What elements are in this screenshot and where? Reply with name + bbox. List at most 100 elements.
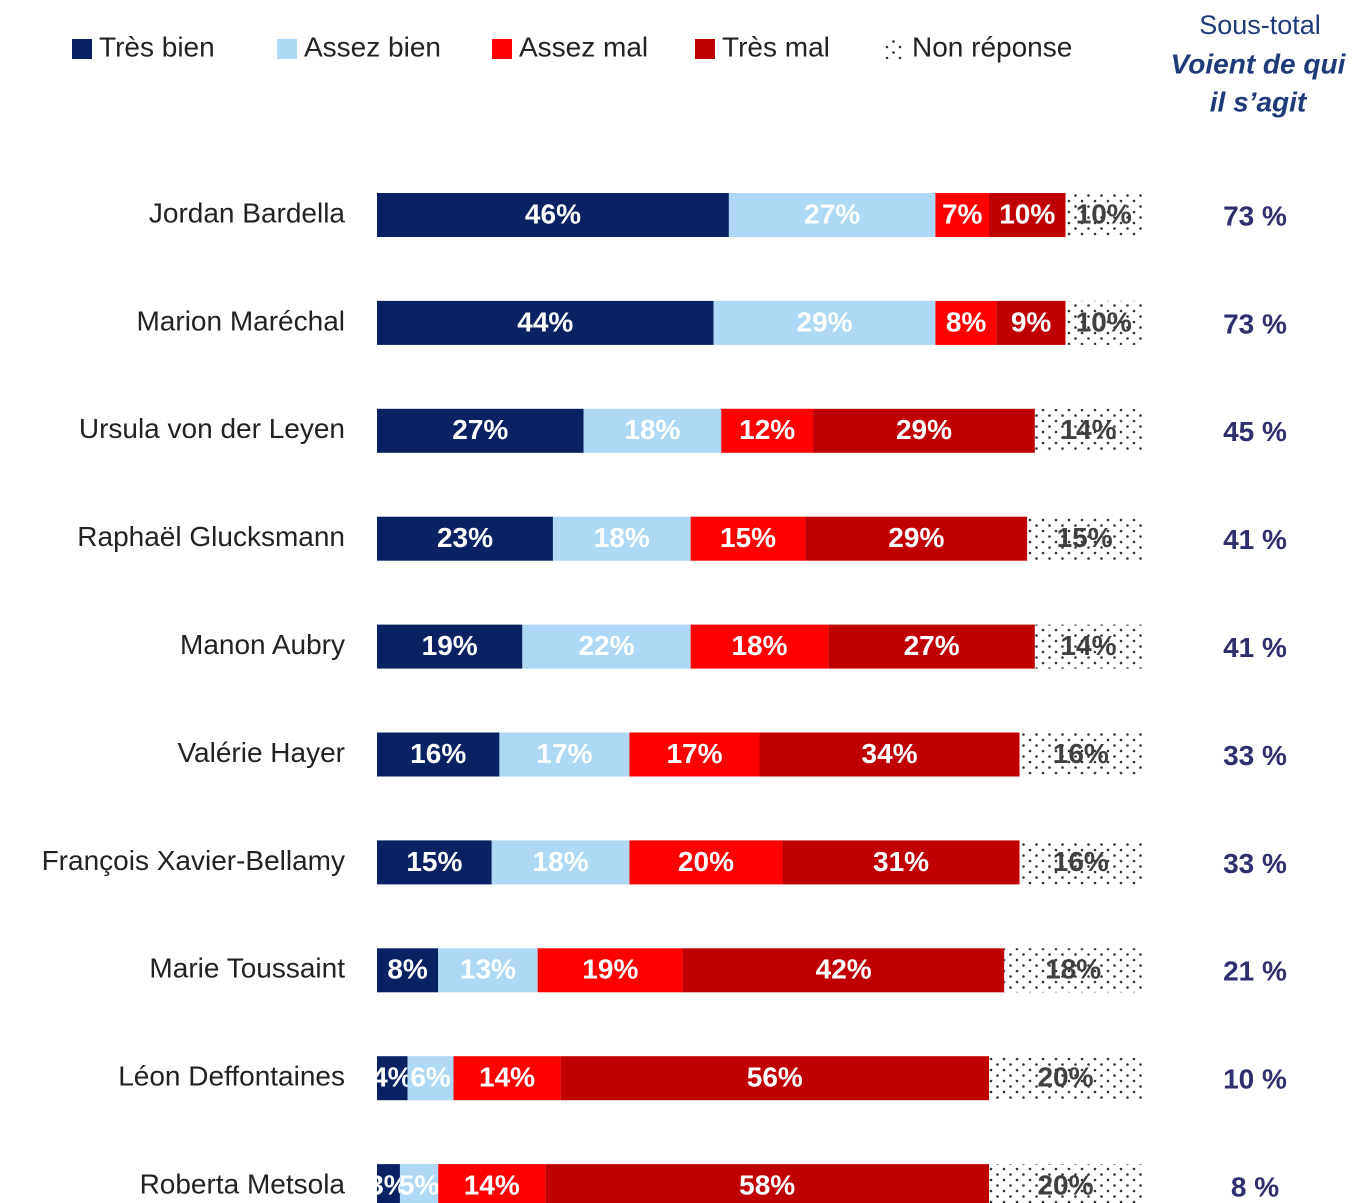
data-label: 58% bbox=[739, 1169, 795, 1200]
legend-label: Assez mal bbox=[519, 31, 648, 62]
data-label: 14% bbox=[479, 1062, 535, 1093]
data-label: 44% bbox=[517, 306, 573, 337]
bar-segment bbox=[721, 408, 814, 453]
data-label: 27% bbox=[904, 630, 960, 661]
bar-segment bbox=[377, 624, 523, 669]
data-label: 16% bbox=[410, 738, 466, 769]
bar-segment bbox=[537, 948, 683, 993]
subtotal-value: 73 % bbox=[1223, 200, 1287, 231]
bar-segment bbox=[377, 732, 500, 777]
bar-segment bbox=[683, 948, 1005, 993]
legend-label: Non réponse bbox=[912, 31, 1072, 62]
category-label: Valérie Hayer bbox=[177, 737, 345, 768]
data-label: 27% bbox=[452, 414, 508, 445]
legend-swatch bbox=[72, 39, 92, 59]
bar-segment bbox=[453, 1056, 561, 1101]
data-label: 42% bbox=[816, 954, 872, 985]
data-label: 18% bbox=[594, 522, 650, 553]
bar-segment bbox=[522, 624, 691, 669]
bar-segment bbox=[560, 1056, 989, 1101]
data-label: 20% bbox=[1037, 1062, 1093, 1093]
data-label: 56% bbox=[747, 1062, 803, 1093]
data-label: 18% bbox=[533, 846, 589, 877]
subtotal-value: 33 % bbox=[1223, 740, 1287, 771]
bar-segment bbox=[491, 840, 630, 885]
data-label: 14% bbox=[1060, 414, 1116, 445]
legend-swatch bbox=[695, 39, 715, 59]
legend-swatch bbox=[277, 39, 297, 59]
category-label: Marie Toussaint bbox=[149, 953, 345, 984]
category-label: Manon Aubry bbox=[180, 629, 345, 660]
bar-segment bbox=[759, 732, 1020, 777]
subtotal-value: 10 % bbox=[1223, 1064, 1287, 1095]
subtotal-value: 41 % bbox=[1223, 524, 1287, 555]
bar-segment bbox=[629, 840, 783, 885]
data-label: 16% bbox=[1053, 738, 1109, 769]
bar-segment bbox=[499, 732, 630, 777]
data-label: 46% bbox=[525, 198, 581, 229]
bar-segment bbox=[1034, 408, 1142, 453]
subtotal-value: 8 % bbox=[1231, 1171, 1279, 1202]
data-label: 10% bbox=[1076, 198, 1132, 229]
bar-segment bbox=[1019, 732, 1142, 777]
data-label: 18% bbox=[624, 414, 680, 445]
category-label: Marion Maréchal bbox=[136, 305, 345, 336]
bar-segment bbox=[828, 624, 1035, 669]
bar-segment bbox=[377, 300, 714, 345]
subtotal-value: 73 % bbox=[1223, 308, 1287, 339]
bar-segment bbox=[1065, 193, 1142, 237]
category-label: Ursula von der Leyen bbox=[79, 413, 345, 444]
bar-segment bbox=[552, 516, 691, 561]
data-label: 20% bbox=[1037, 1169, 1093, 1200]
subtotal-value: 21 % bbox=[1223, 956, 1287, 987]
bar-segment bbox=[545, 1164, 989, 1203]
bar-segment bbox=[989, 193, 1066, 237]
bar-segment bbox=[438, 1164, 546, 1203]
bar-segment bbox=[713, 300, 936, 345]
data-label: 6% bbox=[410, 1062, 451, 1093]
category-label: François Xavier-Bellamy bbox=[42, 845, 345, 876]
bar-segment bbox=[377, 408, 584, 453]
legend-label: Très mal bbox=[722, 31, 830, 62]
data-label: 19% bbox=[582, 954, 638, 985]
bar-segment bbox=[690, 624, 829, 669]
bar-segment bbox=[399, 1164, 439, 1203]
subtotal-value: 45 % bbox=[1223, 416, 1287, 447]
category-label: Raphaël Glucksmann bbox=[77, 521, 345, 552]
bar-segment bbox=[728, 193, 936, 237]
bar-segment bbox=[805, 516, 1028, 561]
bar-segment bbox=[782, 840, 1020, 885]
category-label: Jordan Bardella bbox=[149, 197, 346, 228]
data-label: 16% bbox=[1053, 846, 1109, 877]
data-label: 10% bbox=[999, 198, 1055, 229]
bar-segment bbox=[935, 193, 989, 237]
data-label: 27% bbox=[804, 198, 860, 229]
data-label: 10% bbox=[1076, 306, 1132, 337]
data-label: 15% bbox=[406, 846, 462, 877]
bar-segment bbox=[989, 1164, 1142, 1203]
bar-segment bbox=[1034, 624, 1142, 669]
bar-segment bbox=[813, 408, 1035, 453]
data-label: 29% bbox=[797, 306, 853, 337]
data-label: 13% bbox=[460, 954, 516, 985]
data-label: 9% bbox=[1011, 306, 1052, 337]
bar-segment bbox=[996, 300, 1066, 345]
bar-segment bbox=[690, 516, 806, 561]
data-label: 29% bbox=[888, 522, 944, 553]
bar-segment bbox=[1065, 300, 1142, 345]
data-label: 22% bbox=[578, 630, 634, 661]
data-label: 8% bbox=[946, 306, 987, 337]
data-label: 14% bbox=[464, 1169, 520, 1200]
bar-segment bbox=[1004, 948, 1142, 993]
bar-segment bbox=[377, 193, 729, 237]
data-label: 18% bbox=[1045, 954, 1101, 985]
data-label: 15% bbox=[1057, 522, 1113, 553]
bar-segment bbox=[377, 1164, 400, 1203]
data-label: 8% bbox=[387, 954, 428, 985]
data-label: 15% bbox=[720, 522, 776, 553]
data-label: 14% bbox=[1060, 630, 1116, 661]
bar-segment bbox=[1027, 516, 1142, 561]
category-label: Léon Deffontaines bbox=[118, 1061, 345, 1092]
data-label: 34% bbox=[862, 738, 918, 769]
